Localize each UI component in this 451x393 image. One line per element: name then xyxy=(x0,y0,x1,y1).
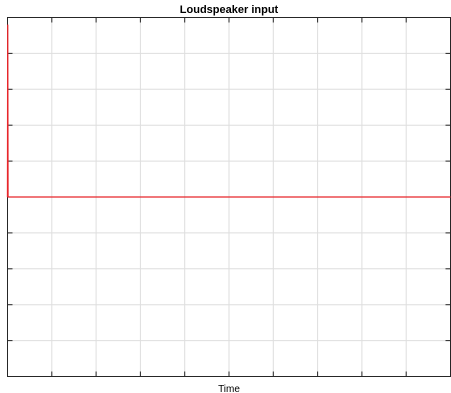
x-axis-label: Time xyxy=(218,384,240,393)
chart-title: Loudspeaker input xyxy=(180,4,279,16)
series-line-0 xyxy=(6,24,451,198)
series-layer xyxy=(6,24,451,198)
